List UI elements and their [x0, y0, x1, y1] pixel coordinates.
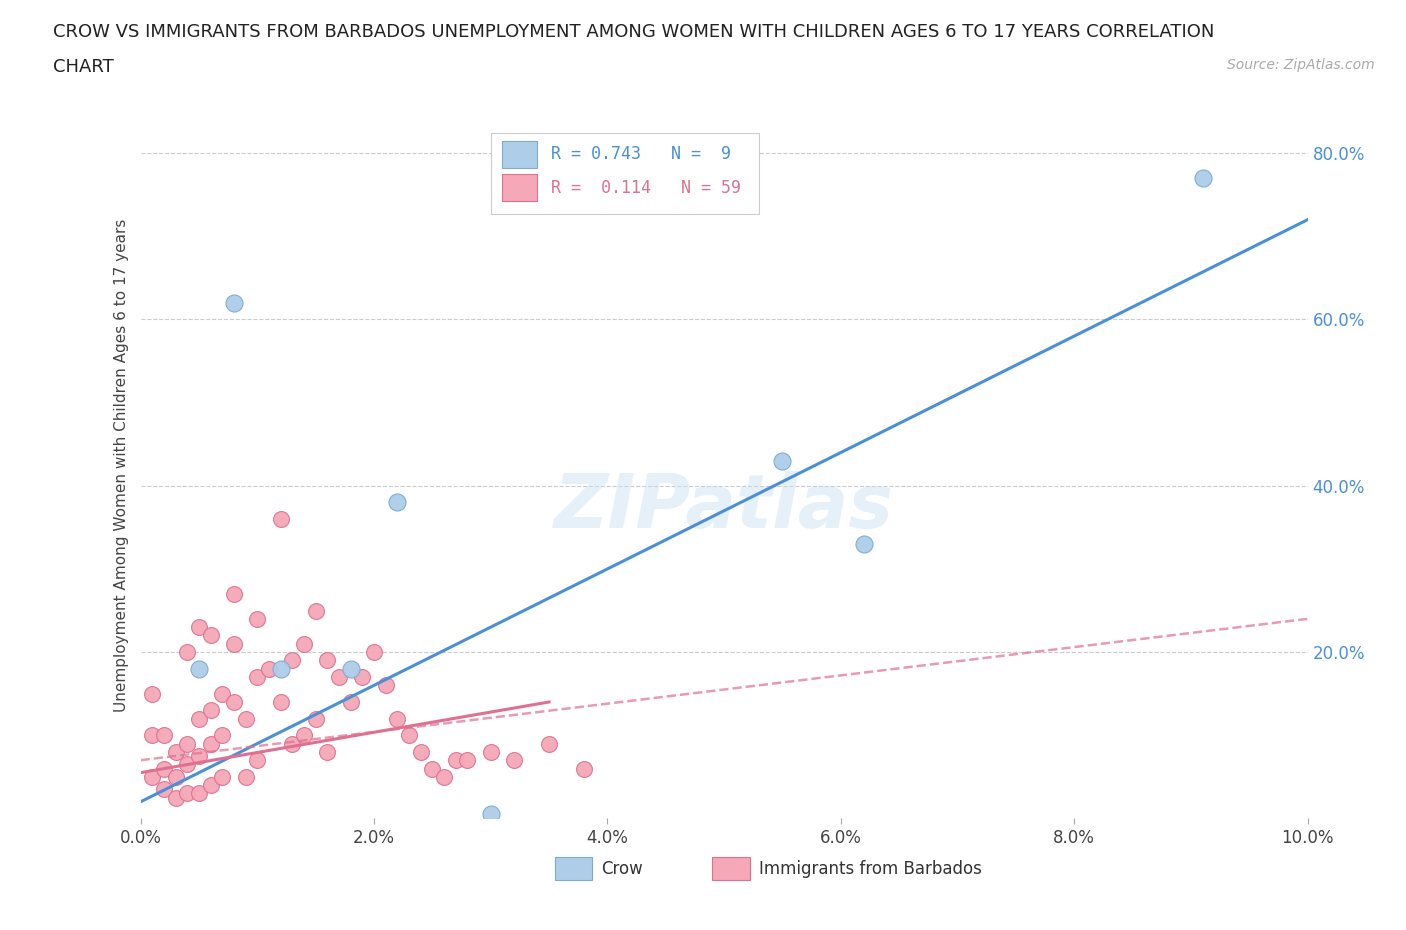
Point — [538, 737, 561, 751]
Point — [374, 678, 396, 693]
Point — [352, 670, 374, 684]
Point — [316, 653, 339, 668]
Point — [316, 744, 339, 759]
Text: Crow: Crow — [602, 859, 644, 878]
Text: Immigrants from Barbados: Immigrants from Barbados — [759, 859, 981, 878]
Point — [165, 769, 187, 784]
Point — [246, 611, 269, 626]
FancyBboxPatch shape — [491, 133, 759, 214]
Point — [211, 686, 233, 701]
Text: CHART: CHART — [53, 58, 114, 75]
Bar — [502, 140, 537, 168]
Point — [422, 761, 444, 776]
Point — [456, 752, 478, 767]
Point — [305, 603, 328, 618]
Point — [222, 296, 245, 311]
Bar — [713, 857, 749, 880]
Point — [200, 777, 222, 792]
Text: Source: ZipAtlas.com: Source: ZipAtlas.com — [1227, 58, 1375, 72]
Point — [188, 661, 211, 676]
Point — [188, 749, 211, 764]
Point — [257, 661, 280, 676]
Y-axis label: Unemployment Among Women with Children Ages 6 to 17 years: Unemployment Among Women with Children A… — [114, 219, 129, 711]
Point — [200, 737, 222, 751]
Point — [387, 495, 409, 510]
Point — [444, 752, 467, 767]
Point — [339, 661, 361, 676]
Point — [176, 737, 198, 751]
Point — [188, 619, 211, 634]
Point — [176, 786, 198, 801]
Point — [200, 628, 222, 643]
Point — [222, 636, 245, 651]
Bar — [502, 174, 537, 202]
Point — [222, 587, 245, 602]
Point — [211, 728, 233, 743]
Point — [246, 670, 269, 684]
Point — [141, 686, 163, 701]
Point — [479, 807, 502, 822]
Point — [165, 790, 187, 805]
Point — [153, 782, 176, 797]
Point — [772, 454, 794, 469]
Point — [200, 703, 222, 718]
Point — [188, 786, 211, 801]
Point — [153, 761, 176, 776]
Point — [305, 711, 328, 726]
Point — [270, 695, 292, 710]
Point — [339, 695, 361, 710]
Point — [211, 769, 233, 784]
Point — [235, 769, 257, 784]
Text: R = 0.743   N =  9: R = 0.743 N = 9 — [551, 145, 731, 164]
Point — [433, 769, 456, 784]
Point — [328, 670, 350, 684]
Point — [1191, 171, 1213, 186]
Point — [222, 695, 245, 710]
Point — [387, 711, 409, 726]
Point — [281, 653, 304, 668]
Point — [141, 769, 163, 784]
Point — [246, 752, 269, 767]
Point — [153, 728, 176, 743]
Point — [503, 752, 526, 767]
Point — [363, 644, 385, 659]
Point — [292, 728, 315, 743]
Point — [270, 512, 292, 526]
Text: ZIPatlas: ZIPatlas — [554, 471, 894, 544]
Text: CROW VS IMMIGRANTS FROM BARBADOS UNEMPLOYMENT AMONG WOMEN WITH CHILDREN AGES 6 T: CROW VS IMMIGRANTS FROM BARBADOS UNEMPLO… — [53, 23, 1215, 41]
Point — [398, 728, 420, 743]
Point — [270, 661, 292, 676]
Point — [188, 711, 211, 726]
Point — [292, 636, 315, 651]
Point — [281, 737, 304, 751]
Bar — [555, 857, 592, 880]
Point — [409, 744, 432, 759]
Point — [176, 644, 198, 659]
Point — [572, 761, 595, 776]
Point — [853, 537, 876, 551]
Point — [176, 757, 198, 772]
Point — [141, 728, 163, 743]
Text: R =  0.114   N = 59: R = 0.114 N = 59 — [551, 179, 741, 196]
Point — [235, 711, 257, 726]
Point — [479, 744, 502, 759]
Point — [165, 744, 187, 759]
